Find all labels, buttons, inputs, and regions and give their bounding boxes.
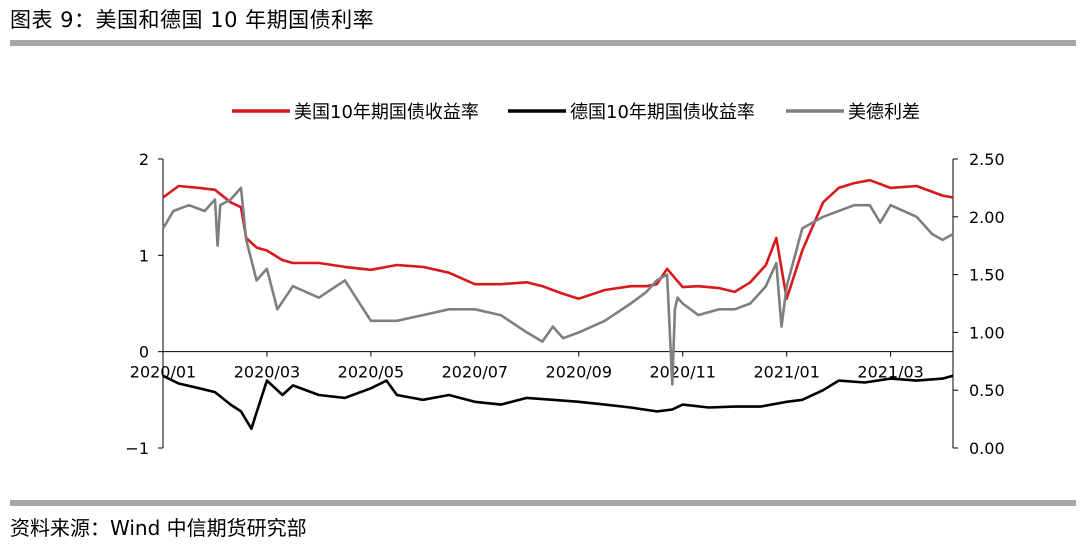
plot-frame [162,159,954,448]
y-left-tick-label: 0 [139,343,149,362]
series-line-1 [162,178,954,301]
x-tick-label: 2021/03 [857,363,923,382]
series-lines [161,178,954,431]
figure-title: 图表 9：美国和德国 10 年期国债利率 [10,8,375,32]
legend: 美国10年期国债收益率 德国10年期国债收益率 美德利差 [232,102,920,123]
bottom-divider [10,500,1076,506]
y-right-tick-label: 1.50 [969,266,1005,285]
x-tick-label: 2020/05 [338,363,404,382]
series-line-2 [162,374,954,431]
x-tick-label: 2020/03 [234,363,300,382]
y-left-tick-label: 2 [139,150,149,169]
y-left-tick-label: −1 [125,439,149,458]
y-left-tick-label: 1 [139,246,149,265]
legend-label-1: 美国10年期国债收益率 [294,102,479,123]
legend-label-2: 德国10年期国债收益率 [570,102,755,123]
axis-ticks: 2 1 0 −1 2.50 2.00 1.50 1.00 0.50 0.00 2020/01 2020… [125,150,1004,458]
x-tick-label: 2020/11 [650,363,716,382]
x-tick-label: 2020/07 [442,363,508,382]
legend-label-3: 美德利差 [848,102,920,123]
x-tick-label: 2020/01 [130,363,196,382]
y-right-tick-label: 0.00 [969,439,1005,458]
y-right-tick-label: 2.00 [969,208,1005,227]
y-right-tick-label: 2.50 [969,150,1005,169]
y-right-tick-label: 0.50 [969,381,1005,400]
y-right-tick-label: 1.00 [969,323,1005,342]
x-tick-label: 2020/09 [546,363,612,382]
top-divider [10,40,1076,46]
chart: 美国10年期国债收益率 德国10年期国债收益率 美德利差 2 1 0 −1 2.50 2.00… [125,102,1004,458]
source-note: 资料来源：Wind 中信期货研究部 [10,516,307,540]
x-tick-label: 2021/01 [753,363,819,382]
series-line-3 [161,186,954,386]
